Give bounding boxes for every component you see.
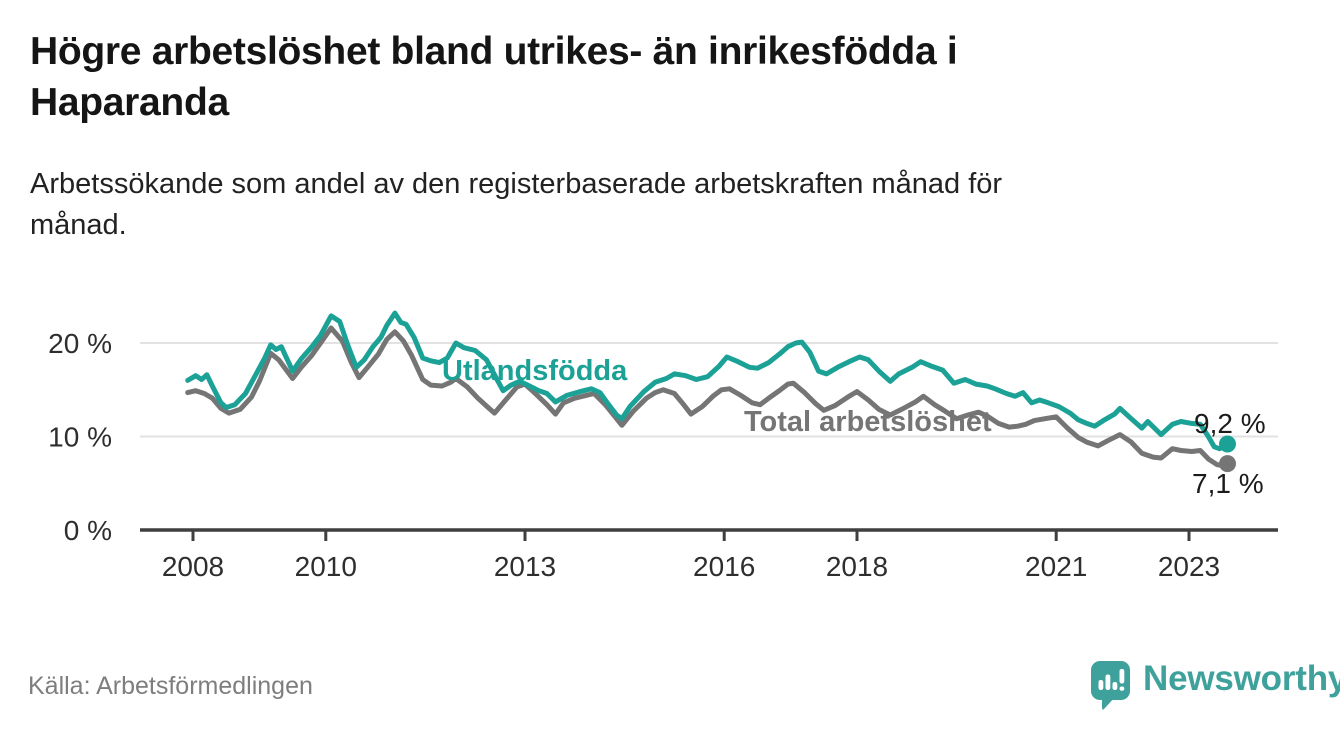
title-line-1: Högre arbetslöshet bland utrikes- än inr… <box>30 30 958 73</box>
x-axis-label: 2016 <box>693 551 755 582</box>
subtitle-line-2: månad. <box>30 209 127 241</box>
y-axis-label: 10 % <box>48 422 112 453</box>
y-axis-label: 0 % <box>64 515 112 546</box>
x-axis-label: 2013 <box>494 551 556 582</box>
subtitle-line-1: Arbetssökande som andel av den registerb… <box>30 168 1003 200</box>
series-line-total-arbetsloshet <box>185 325 1230 468</box>
newsworthy-logo: Newsworthy <box>1090 657 1340 712</box>
x-axis-label: 2008 <box>162 551 224 582</box>
end-value-label-total-arbetsloshet: 7,1 % <box>1192 468 1264 499</box>
series-end-dot-utlandsfodda <box>1219 435 1236 453</box>
x-axis-label: 2021 <box>1025 551 1087 582</box>
series-label-utlandsfodda: Utlandsfödda <box>442 355 628 387</box>
chart-subtitle: Arbetssökande som andel av den registerb… <box>30 164 1002 246</box>
page-title: Högre arbetslöshet bland utrikes- än inr… <box>30 26 958 128</box>
series-end-dot-total-arbetsloshet <box>1219 455 1236 473</box>
x-axis-label: 2018 <box>826 551 888 582</box>
x-axis-label: 2023 <box>1158 551 1220 582</box>
y-axis-label: 20 % <box>48 328 112 359</box>
bar-chart-speech-bubble-icon <box>1091 661 1130 710</box>
title-line-2: Haparanda <box>30 81 229 124</box>
x-axis-label: 2010 <box>295 551 357 582</box>
series-line-utlandsfodda <box>185 310 1230 452</box>
series-label-total-arbetsloshet: Total arbetslöshet <box>744 406 992 438</box>
newsworthy-wordmark: Newsworthy <box>1143 659 1340 698</box>
end-value-label-utlandsfodda: 9,2 % <box>1194 408 1266 439</box>
source-note: Källa: Arbetsförmedlingen <box>28 672 313 700</box>
